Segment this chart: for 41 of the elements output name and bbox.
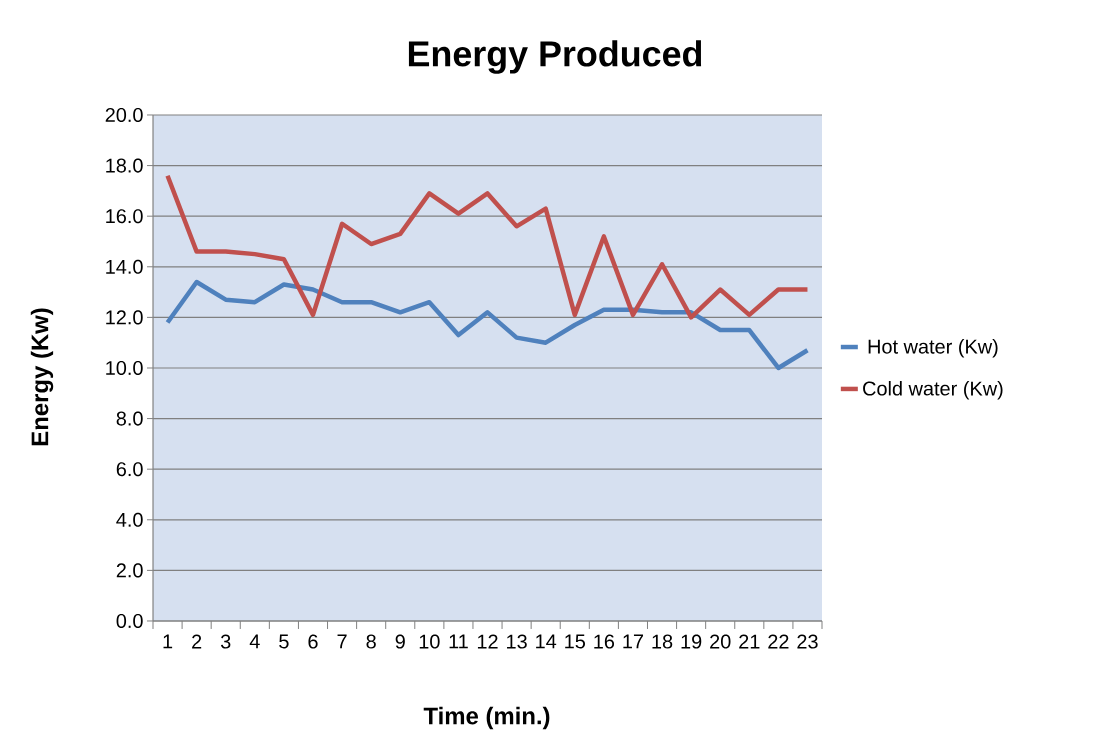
x-tick-label: 15 bbox=[565, 634, 586, 649]
x-axis-title: Time (min.) bbox=[423, 706, 550, 730]
y-tick-label: 0.0 bbox=[116, 613, 143, 629]
x-tick-label: 18 bbox=[652, 634, 673, 649]
y-tick-label: 6.0 bbox=[116, 462, 143, 477]
x-tick-label: 4 bbox=[249, 634, 260, 649]
x-tick-label: 22 bbox=[768, 634, 789, 649]
y-tick-label: 12.0 bbox=[106, 310, 143, 325]
legend-label: Cold water (Kw) bbox=[863, 380, 1003, 400]
y-tick-label: 18.0 bbox=[106, 158, 143, 173]
x-tick-label: 23 bbox=[797, 634, 818, 649]
x-tick-label: 13 bbox=[507, 634, 527, 649]
x-tick-label: 12 bbox=[477, 634, 498, 649]
x-tick-label: 3 bbox=[220, 634, 231, 649]
y-tick-label: 14.0 bbox=[106, 259, 143, 274]
legend-label: Hot water (Kw) bbox=[868, 339, 998, 358]
x-tick-label: 16 bbox=[594, 634, 615, 649]
x-tick-label: 5 bbox=[279, 634, 289, 649]
y-tick-label: 2.0 bbox=[116, 563, 143, 578]
x-tick-label: 19 bbox=[681, 634, 702, 649]
x-tick-label: 17 bbox=[623, 634, 644, 649]
x-tick-label: 7 bbox=[337, 634, 347, 649]
x-tick-label: 21 bbox=[739, 634, 760, 649]
line-series bbox=[165, 173, 810, 320]
x-tick-label: 9 bbox=[395, 634, 405, 649]
y-tick-label: 4.0 bbox=[116, 512, 143, 527]
x-tick-label: 14 bbox=[536, 634, 557, 649]
x-tick-label: 8 bbox=[366, 634, 376, 649]
y-tick-label: 20.0 bbox=[105, 107, 143, 123]
x-tick-label: 1 bbox=[163, 634, 173, 649]
y-axis-title: Energy (Kw) bbox=[30, 308, 54, 446]
y-tick-label: 10.0 bbox=[106, 360, 143, 376]
line-series bbox=[165, 279, 810, 371]
x-tick-label: 2 bbox=[192, 634, 202, 649]
y-tick-label: 16.0 bbox=[106, 209, 143, 224]
x-tick-label: 20 bbox=[710, 634, 731, 649]
x-tick-label: 10 bbox=[419, 634, 440, 649]
x-tick-label: 6 bbox=[308, 634, 318, 649]
chart-title: Energy Produced bbox=[408, 40, 702, 74]
y-tick-label: 8.0 bbox=[116, 411, 143, 426]
x-tick-label: 11 bbox=[449, 634, 468, 649]
